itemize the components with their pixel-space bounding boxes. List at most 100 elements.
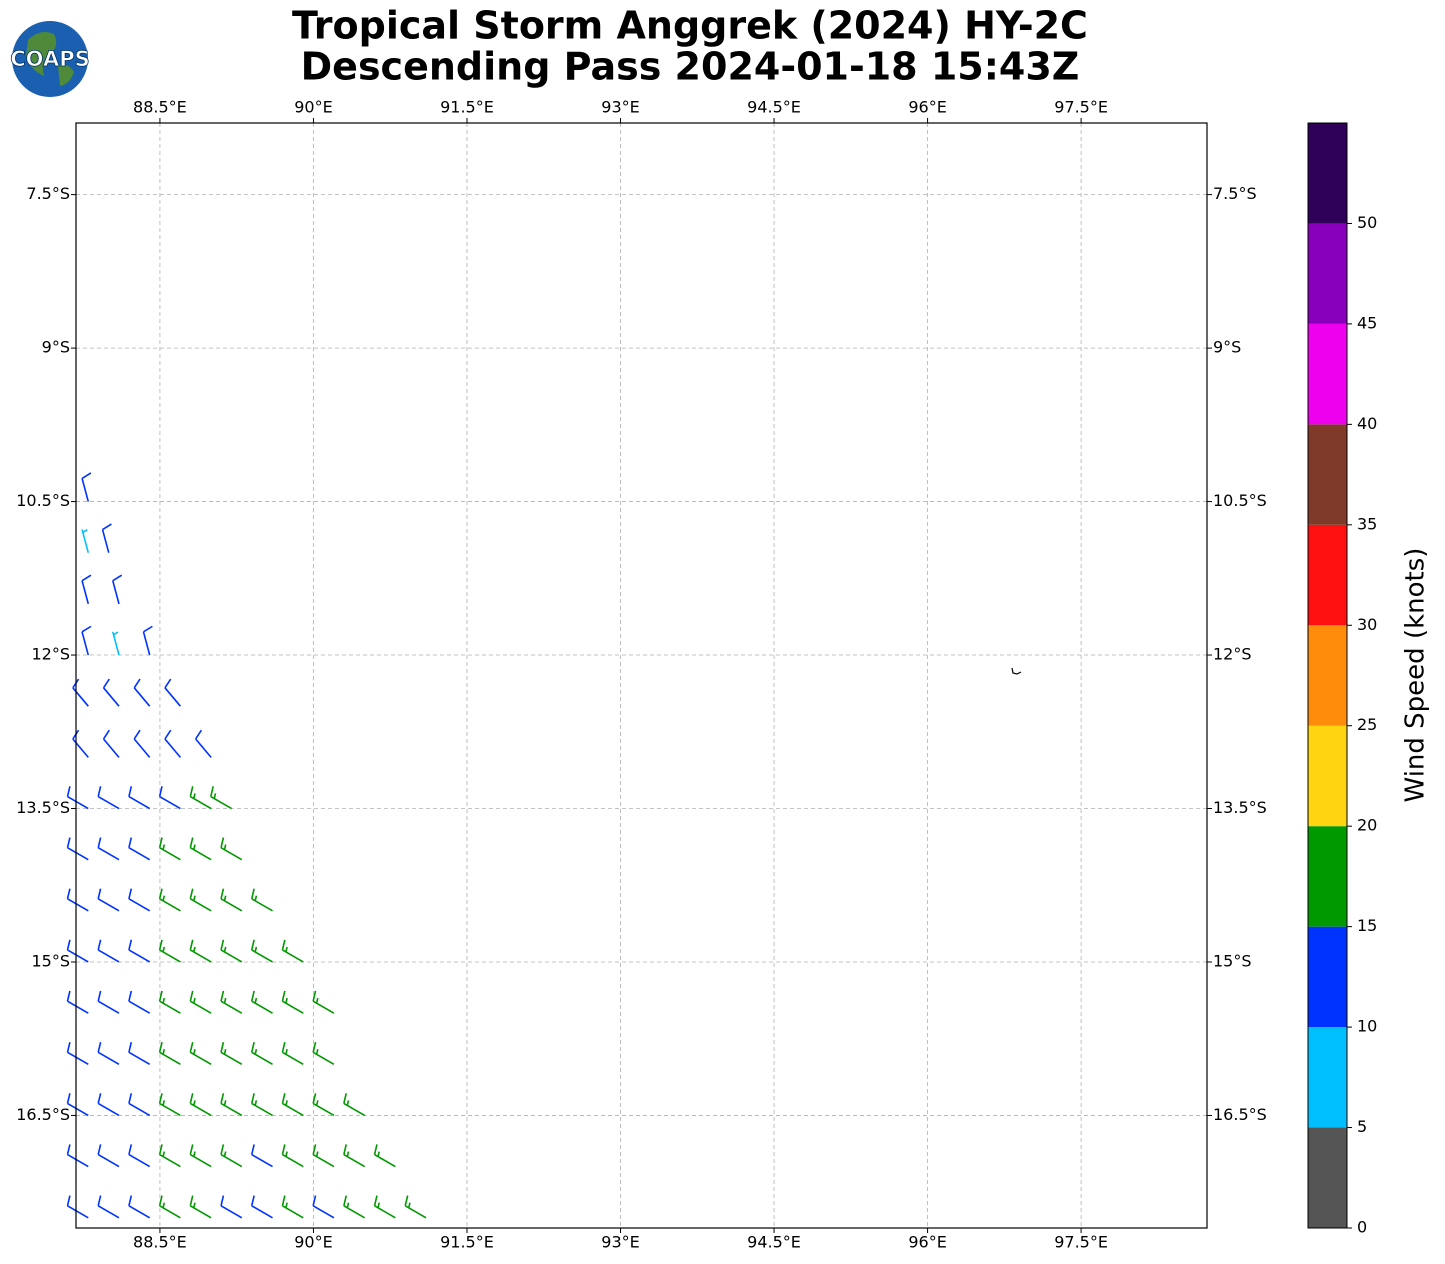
wind-barb: [112, 631, 120, 656]
wind-barb: [343, 1144, 366, 1168]
colorbar-bin: [1308, 323, 1347, 425]
wind-barb: [210, 786, 232, 810]
wind-barb: [66, 888, 89, 912]
y-tick-label: 7.5°S: [26, 184, 70, 203]
y-tick-label: 7.5°S: [1213, 184, 1257, 203]
colorbar-bin: [1308, 725, 1347, 827]
wind-barb: [66, 837, 89, 861]
x-tick-label: 94.5°E: [747, 98, 801, 117]
wind-barb: [158, 888, 181, 912]
wind-barb: [112, 574, 123, 605]
colorbar-tick-label: 20: [1357, 816, 1377, 835]
y-tick-label: 10.5°S: [1213, 491, 1267, 510]
colorbar: 0 5 10 15 20 25 30 35 40 45 50: [1307, 122, 1377, 1237]
wind-barb: [81, 529, 90, 553]
wind-barb: [220, 837, 243, 861]
x-tick-label: 97.5°E: [1054, 1233, 1108, 1252]
wind-barb: [189, 1144, 212, 1168]
wind-barb: [189, 990, 212, 1014]
barbs: [66, 472, 427, 1219]
y-tick-label: 13.5°S: [16, 798, 70, 817]
wind-barb: [164, 678, 182, 707]
x-tick-label: 93°E: [601, 1233, 639, 1252]
wind-barb: [220, 1041, 243, 1065]
colorbar-tick-label: 45: [1357, 313, 1377, 332]
x-tick-label: 88.5°E: [133, 98, 187, 117]
y-tick-label: 9°S: [1213, 338, 1241, 357]
wind-barb: [220, 1144, 243, 1168]
wind-barb: [72, 729, 89, 758]
x-tick-label: 91.5°E: [440, 1233, 494, 1252]
y-tick-label: 9°S: [42, 338, 70, 357]
wind-barb: [128, 1144, 151, 1168]
wind-barb: [66, 990, 89, 1014]
wind-barb: [158, 1195, 181, 1219]
wind-barb: [66, 1144, 89, 1168]
x-tick-label: 93°E: [601, 98, 639, 117]
wind-barb: [97, 990, 120, 1014]
wind-barb: [281, 1144, 304, 1168]
wind-barb: [250, 1041, 273, 1065]
wind-barb: [128, 990, 151, 1014]
grid: 88.5°E 88.5°E 90°E 90°E 91.5°E 91.5°E 93°E 93°E…: [16, 98, 1267, 1252]
wind-barb: [133, 678, 151, 707]
wind-barb: [250, 990, 273, 1014]
wind-barb: [281, 1195, 304, 1219]
y-tick-label: 10.5°S: [16, 491, 70, 510]
colorbar-tick-label: 40: [1357, 414, 1377, 433]
wind-barb: [404, 1195, 427, 1219]
x-tick-label: 96°E: [908, 98, 946, 117]
wind-barb: [250, 1144, 273, 1168]
x-tick-label: 91.5°E: [440, 98, 494, 117]
wind-barb: [343, 1195, 366, 1219]
wind-barb: [66, 1195, 89, 1219]
wind-barb: [158, 939, 181, 963]
wind-barb: [97, 888, 120, 912]
wind-barb: [220, 990, 243, 1014]
wind-barb: [66, 1041, 89, 1065]
wind-barb: [312, 1093, 335, 1117]
wind-barb: [97, 1041, 120, 1065]
wind-barb: [281, 1093, 304, 1117]
colorbar-tick-label: 5: [1357, 1117, 1367, 1136]
wind-barb: [373, 1195, 396, 1219]
wind-barb: [66, 1093, 89, 1117]
wind-barb: [102, 678, 120, 707]
wind-barb: [189, 837, 212, 861]
wind-barb: [281, 1041, 304, 1065]
wind-barb: [97, 837, 120, 861]
colorbar-bin: [1308, 1027, 1347, 1128]
wind-barb: [250, 888, 273, 912]
wind-barb: [220, 1195, 243, 1219]
wind-barb: [158, 1041, 181, 1065]
wind-barb: [97, 1195, 120, 1219]
wind-barb: [128, 837, 151, 861]
wind-barb: [250, 939, 273, 963]
wind-barb: [250, 1195, 273, 1219]
chart-title: Tropical Storm Anggrek (2024) HY-2C: [292, 4, 1088, 48]
wind-barb: [128, 1195, 151, 1219]
wind-barb: [97, 939, 120, 963]
wind-barb: [189, 1041, 212, 1065]
wind-barb: [66, 939, 89, 963]
wind-barb: [142, 625, 153, 656]
wind-barb: [343, 1093, 366, 1117]
wind-barb: [128, 1041, 151, 1065]
colorbar-bin: [1308, 524, 1347, 626]
colorbar-bin: [1308, 123, 1347, 224]
y-tick-label: 13.5°S: [1213, 798, 1267, 817]
x-tick-label: 94.5°E: [747, 1233, 801, 1252]
y-tick-label: 15°S: [31, 951, 70, 970]
colorbar-bin: [1308, 826, 1347, 927]
colorbar-label: Wind Speed (knots): [1401, 548, 1431, 803]
wind-barb: [189, 939, 212, 963]
wind-barb: [158, 1144, 181, 1168]
colorbar-bin: [1308, 223, 1347, 324]
wind-barb: [195, 729, 212, 758]
colorbar-bin: [1308, 926, 1347, 1028]
wind-barb: [128, 786, 151, 810]
logo-land: [26, 32, 74, 86]
map-frame: [75, 122, 1208, 1229]
wind-barb: [158, 786, 181, 810]
wind-barb: [158, 1093, 181, 1117]
